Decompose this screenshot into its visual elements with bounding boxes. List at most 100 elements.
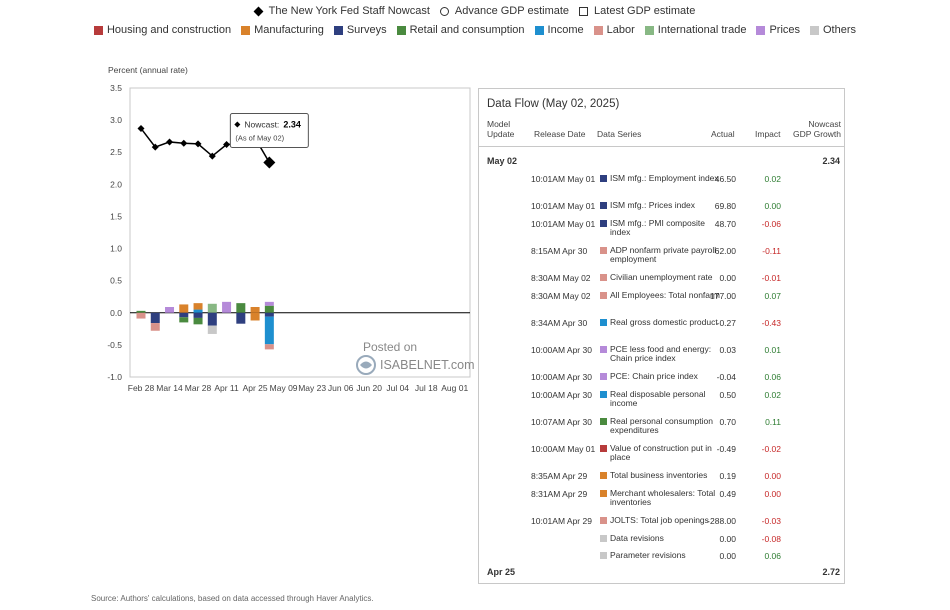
table-row: Parameter revisions 0.00 0.06 (479, 551, 844, 575)
legend-category[interactable]: Manufacturing (241, 24, 324, 36)
data-series-cell: Real gross domestic product (610, 317, 718, 327)
legend-swatch (810, 25, 819, 35)
square-icon (579, 6, 589, 16)
legend-category[interactable]: Others (810, 24, 856, 36)
y-tick-label: -1.0 (107, 372, 122, 382)
legend-category[interactable]: International trade (644, 24, 746, 36)
release-date-cell: 8:15AM Apr 30 (531, 246, 588, 256)
actual-cell: 0.00 (719, 551, 736, 561)
legend-category-label: Labor (606, 24, 635, 36)
legend-category[interactable]: Retail and consumption (396, 24, 525, 36)
release-date-cell: 8:30AM May 02 (531, 273, 591, 283)
legend-category-label: Housing and construction (106, 24, 232, 36)
data-series-cell: ISM mfg.: Prices index (610, 200, 696, 210)
actual-cell: 0.70 (719, 417, 736, 427)
data-series-cell: ADP nonfarm private payroll employment (610, 245, 717, 264)
nowcast-point (166, 138, 174, 146)
x-tick-label: May 23 (298, 383, 326, 393)
x-tick-label: Apr 25 (243, 383, 268, 393)
impact-bar-segment (193, 303, 203, 310)
y-tick-label: 3.5 (110, 83, 122, 93)
legend-swatch (534, 25, 544, 35)
y-tick-label: -0.5 (107, 340, 122, 350)
impact-cell: -0.02 (761, 444, 781, 454)
category-swatch (600, 535, 607, 542)
nowcast-point (223, 141, 231, 149)
watermark: Posted on ISABELNET.com (355, 340, 474, 376)
table-row: 10:00AM May 01 Value of construction put … (479, 444, 844, 468)
actual-cell: 69.80 (714, 201, 736, 211)
legend-advance-label: Advance GDP estimate (454, 5, 570, 17)
category-swatch (600, 490, 607, 497)
legend-category[interactable]: Labor (593, 24, 635, 36)
legend-swatch (93, 25, 103, 35)
actual-cell: 0.00 (719, 273, 736, 283)
table-row: 10:00AM Apr 30 PCE less food and energy: … (479, 345, 844, 369)
legend-category-label: Retail and consumption (409, 24, 525, 36)
impact-cell: 0.11 (765, 417, 781, 427)
actual-cell: 0.19 (719, 471, 736, 481)
impact-bar-segment (264, 312, 274, 317)
category-swatch (600, 552, 607, 559)
legend-series: The New York Fed Staff Nowcast Advance G… (0, 5, 950, 17)
category-swatch (600, 445, 607, 452)
release-date-cell: 10:01AM Apr 29 (531, 516, 592, 526)
table-row: 8:30AM May 02 Civilian unemployment rate 0… (479, 273, 844, 297)
legend-category[interactable]: Prices (756, 24, 800, 36)
legend-latest[interactable]: Latest GDP estimate (579, 5, 695, 17)
table-row: 8:15AM Apr 30 ADP nonfarm private payroll… (479, 246, 844, 270)
impact-bar-segment (150, 323, 160, 331)
panel-title: Data Flow (May 02, 2025) (487, 98, 620, 110)
impact-cell: 0.06 (764, 372, 781, 382)
impact-cell: -0.08 (761, 534, 781, 544)
actual-cell: 0.49 (719, 489, 736, 499)
legend-nowcast[interactable]: The New York Fed Staff Nowcast (253, 5, 430, 17)
legend-category-label: Manufacturing (254, 24, 324, 36)
data-series-cell: All Employees: Total nonfarm (610, 290, 720, 300)
group-label: Apr 25 (487, 567, 516, 577)
release-date-cell: 10:00AM Apr 30 (531, 345, 592, 355)
nowcast-point (208, 152, 216, 160)
impact-bar-segment (264, 344, 274, 350)
legend-category[interactable]: Income (534, 24, 584, 36)
table-row: 10:01AM May 01 ISM mfg.: PMI composite in… (479, 219, 844, 243)
x-tick-label: Jun 06 (328, 383, 354, 393)
data-series-cell: Data revisions (610, 533, 664, 543)
actual-cell: 177.00 (710, 291, 736, 301)
table-row: 8:30AM May 02 All Employees: Total nonfar… (479, 291, 844, 315)
category-swatch (600, 175, 607, 182)
tooltip-value: 2.34 (283, 119, 301, 129)
release-date-cell: 10:07AM Apr 30 (531, 417, 592, 427)
data-series-cell: ISM mfg.: Employment index (610, 173, 719, 183)
release-date-cell: 10:00AM May 01 (531, 444, 596, 454)
impact-cell: -0.01 (761, 273, 781, 283)
impact-cell: 0.01 (764, 345, 781, 355)
y-tick-label: 2.0 (110, 179, 122, 189)
actual-cell: 62.00 (714, 246, 736, 256)
actual-cell: 48.70 (714, 219, 736, 229)
legend-category[interactable]: Housing and construction (93, 24, 232, 36)
release-date-cell: 10:00AM Apr 30 (531, 390, 592, 400)
header-nowcast: Nowcast GDP Growth (792, 119, 841, 139)
legend-category[interactable]: Surveys (333, 24, 387, 36)
data-series-cell: Parameter revisions (610, 550, 686, 560)
y-tick-label: 0.5 (110, 276, 122, 286)
actual-cell: 0.50 (719, 390, 736, 400)
actual-cell: 0.00 (719, 534, 736, 544)
category-swatch (600, 418, 607, 425)
impact-cell: 0.06 (764, 551, 781, 561)
data-series-cell: Merchant wholesalers: Total inventories (610, 488, 716, 507)
actual-cell: -0.27 (716, 318, 736, 328)
table-row: 10:00AM Apr 30 Real disposable personal i… (479, 390, 844, 414)
nowcast-point (180, 139, 188, 147)
impact-cell: 0.00 (764, 489, 781, 499)
impact-cell: -0.11 (762, 246, 781, 256)
header-data-series: Data Series (597, 129, 642, 139)
x-tick-label: Jun 20 (356, 383, 382, 393)
impact-bar-segment (207, 303, 217, 313)
legend-latest-label: Latest GDP estimate (594, 5, 696, 17)
impact-bar-segment (193, 312, 203, 318)
legend-advance[interactable]: Advance GDP estimate (439, 5, 570, 17)
data-series-cell: Value of construction put in place (610, 443, 712, 462)
header-impact: Impact (755, 129, 781, 139)
